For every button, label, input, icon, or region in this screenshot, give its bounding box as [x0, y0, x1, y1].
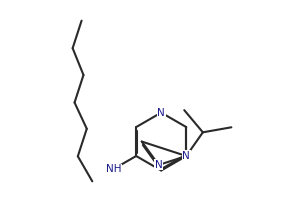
- Text: N: N: [155, 160, 163, 170]
- Text: N: N: [182, 151, 190, 161]
- Text: NH: NH: [106, 164, 121, 174]
- Text: N: N: [157, 108, 165, 118]
